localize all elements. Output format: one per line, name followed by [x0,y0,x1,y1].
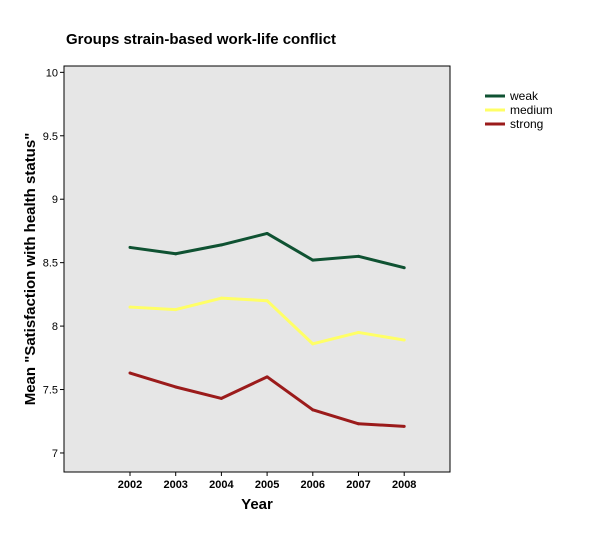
data-point-strong [174,385,178,389]
y-tick-label: 7 [52,448,58,460]
data-point-weak [219,243,223,247]
legend-label-weak: weak [509,89,539,103]
y-tick-label: 7.5 [43,385,58,397]
y-tick-label: 10 [46,67,58,79]
data-point-medium [174,308,178,312]
data-point-medium [357,330,360,334]
data-point-strong [128,371,132,375]
y-tick-label: 9 [52,194,58,206]
data-point-strong [311,408,315,412]
y-tick-label: 8 [52,321,58,333]
data-point-weak [311,258,315,262]
data-point-medium [311,342,315,346]
chart-title: Groups strain-based work-life conflict [66,31,336,48]
y-axis: 7 7.5 8 8.5 9 9.5 10 [43,67,64,460]
data-point-medium [128,305,132,309]
data-point-weak [402,266,406,270]
data-point-strong [402,424,406,428]
series-layer [128,231,406,428]
data-point-weak [174,252,178,256]
data-point-weak [265,231,269,235]
y-axis-label: Mean "Satisfaction with health status" [22,133,39,406]
data-point-weak [357,254,360,258]
x-axis: 2002 2003 2004 2005 2006 2007 2008 [118,472,416,491]
data-point-medium [265,299,269,303]
data-point-strong [265,375,269,379]
data-point-medium [402,338,406,342]
legend-label-medium: medium [510,103,553,117]
x-tick-label: 2002 [118,479,142,491]
data-point-weak [128,245,132,249]
y-tick-label: 8.5 [43,258,58,270]
x-tick-label: 2004 [209,479,234,491]
y-tick-label: 9.5 [43,131,58,143]
x-axis-label: Year [241,496,273,513]
legend-label-strong: strong [510,117,543,131]
x-tick-label: 2007 [346,479,370,491]
plot-area [63,65,451,473]
x-tick-label: 2006 [301,479,325,491]
x-tick-label: 2003 [163,479,187,491]
data-point-medium [219,296,223,300]
data-point-strong [219,396,223,400]
x-tick-label: 2008 [392,479,416,491]
data-point-strong [357,422,360,426]
x-tick-label: 2005 [255,479,279,491]
